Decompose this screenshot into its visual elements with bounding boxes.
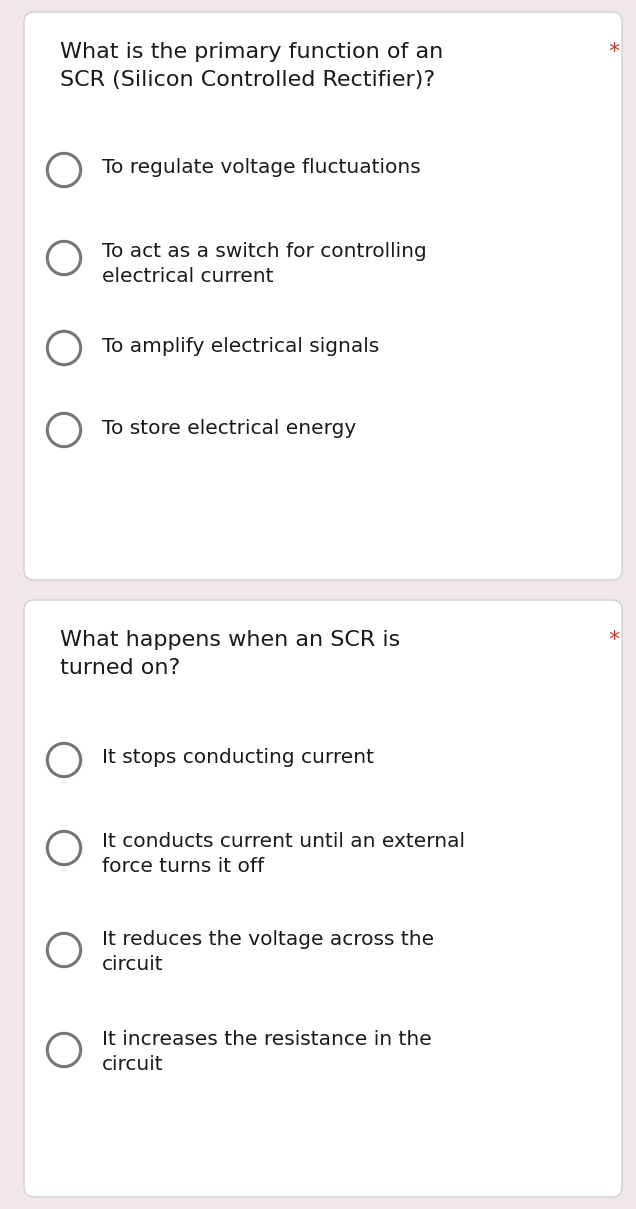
FancyBboxPatch shape	[24, 600, 622, 1197]
Text: It reduces the voltage across the
circuit: It reduces the voltage across the circui…	[102, 930, 434, 974]
Text: What happens when an SCR is
turned on?: What happens when an SCR is turned on?	[60, 630, 400, 678]
Text: *: *	[608, 630, 619, 650]
Circle shape	[47, 744, 81, 776]
Circle shape	[47, 832, 81, 864]
Text: To store electrical energy: To store electrical energy	[102, 420, 356, 438]
Text: To act as a switch for controlling
electrical current: To act as a switch for controlling elect…	[102, 242, 427, 287]
Text: It stops conducting current: It stops conducting current	[102, 748, 374, 767]
Text: What is the primary function of an
SCR (Silicon Controlled Rectifier)?: What is the primary function of an SCR (…	[60, 42, 443, 89]
Text: It conducts current until an external
force turns it off: It conducts current until an external fo…	[102, 832, 465, 877]
Circle shape	[47, 933, 81, 967]
Circle shape	[47, 154, 81, 186]
Text: *: *	[608, 42, 619, 62]
Text: It increases the resistance in the
circuit: It increases the resistance in the circu…	[102, 1030, 432, 1074]
Circle shape	[47, 1034, 81, 1066]
Text: To amplify electrical signals: To amplify electrical signals	[102, 337, 379, 355]
FancyBboxPatch shape	[24, 12, 622, 580]
Circle shape	[47, 413, 81, 446]
Circle shape	[47, 242, 81, 274]
Text: To regulate voltage fluctuations: To regulate voltage fluctuations	[102, 158, 421, 177]
Circle shape	[47, 331, 81, 365]
